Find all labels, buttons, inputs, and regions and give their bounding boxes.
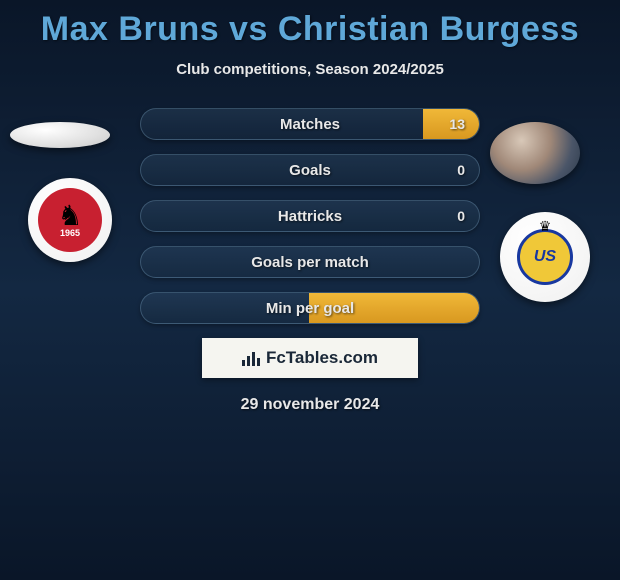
snapshot-date: 29 november 2024 [0, 396, 620, 414]
stat-value-right: 0 [457, 208, 465, 224]
stat-label: Min per goal [266, 300, 354, 317]
stat-pill: Goals per match [140, 246, 480, 278]
stat-row: Goals 0 [10, 154, 610, 186]
stat-pill: Goals 0 [140, 154, 480, 186]
stat-label: Goals per match [251, 254, 369, 271]
comparison-title: Max Bruns vs Christian Burgess [0, 0, 620, 49]
watermark-text: FcTables.com [266, 348, 378, 368]
stat-row: Goals per match [10, 246, 610, 278]
stat-pill: Hattricks 0 [140, 200, 480, 232]
stats-area: Matches 13 Goals 0 Hattricks 0 Goals per match… [0, 108, 620, 324]
stat-row: Matches 13 [10, 108, 610, 140]
stat-value-right: 0 [457, 162, 465, 178]
stat-value-right: 13 [449, 116, 465, 132]
watermark-box: FcTables.com [202, 338, 418, 378]
stat-pill: Min per goal [140, 292, 480, 324]
stat-label: Matches [280, 116, 340, 133]
bar-chart-icon [242, 350, 262, 366]
stat-label: Goals [289, 162, 331, 179]
stat-pill: Matches 13 [140, 108, 480, 140]
stat-row: Hattricks 0 [10, 200, 610, 232]
stat-row: Min per goal [10, 292, 610, 324]
season-subtitle: Club competitions, Season 2024/2025 [0, 61, 620, 78]
stat-label: Hattricks [278, 208, 342, 225]
